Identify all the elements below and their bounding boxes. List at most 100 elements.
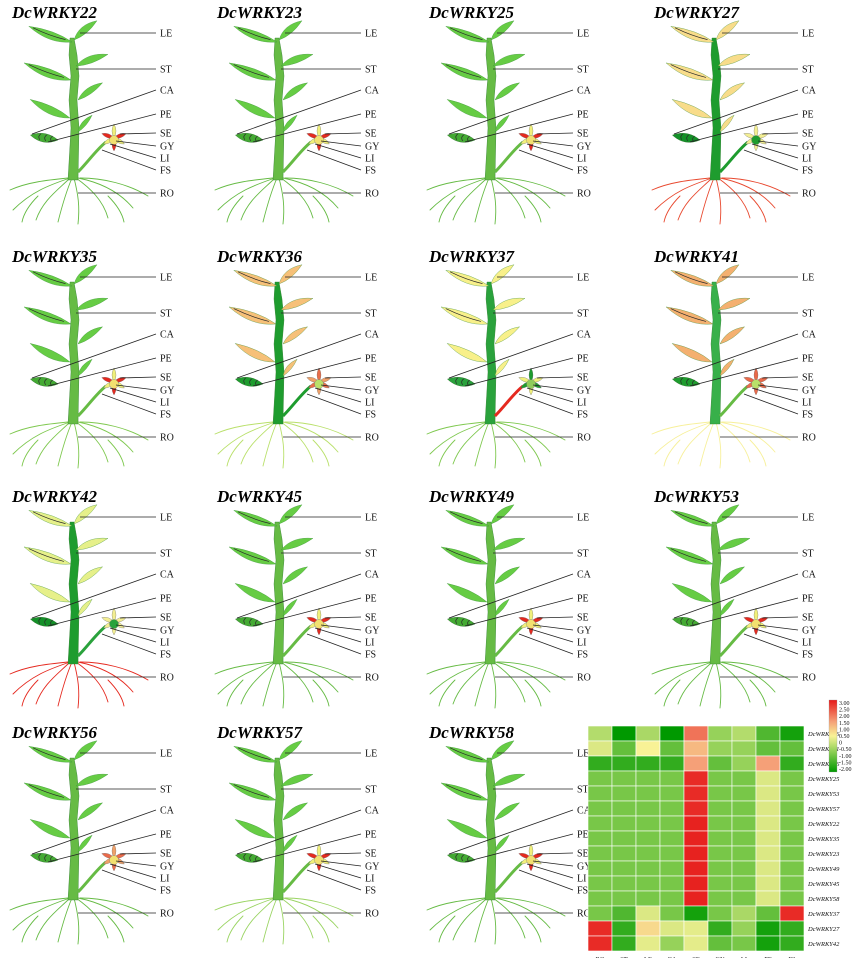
heatmap-cell [755,755,781,772]
organ-label-le: LE [365,513,377,524]
organ-label-st: ST [365,65,377,76]
flower-stalk-shape [76,384,107,418]
leaf-shape [228,306,277,325]
leaf-shape [23,782,72,801]
leaf-shape [77,566,103,585]
leaf-shape [29,99,71,119]
organ-label-ro: RO [160,673,174,684]
heatmap-cell [587,740,613,757]
heatmap-cell [731,860,757,877]
flower-stalk-shape [493,860,524,894]
organ-label-se: SE [577,613,589,624]
heatmap-row-label: DcWRKY53 [807,791,840,798]
colorbar-tick-label: 1.50 [839,721,850,727]
callout-line [31,809,157,855]
heatmap-cell [587,770,613,787]
organ-label-st: ST [160,309,172,320]
callout-line [526,627,574,643]
colorbar-tick-label: -1.50 [839,760,852,766]
stem-shape [272,757,285,901]
leaf-shape [490,504,515,525]
organ-label-gy: GY [577,386,591,397]
callout-line [757,384,799,391]
leaf-shape [440,306,489,325]
organ-label-ca: CA [802,570,817,581]
callout-line [47,113,157,143]
callout-line [751,387,799,403]
leaf-shape [494,82,520,101]
leaf-shape [665,546,714,565]
leaf-shape [77,802,103,821]
leaf-shape [719,326,745,345]
colorbar-tick-label: 3.00 [839,701,850,707]
heatmap-cell [635,890,661,907]
callout-line [526,143,574,159]
callout-line [536,852,574,855]
callout-line [448,809,574,855]
callout-line [31,333,157,379]
leaf-shape [29,819,71,839]
organ-label-fs: FS [577,410,588,421]
heatmap-row-label: DcWRKY45 [807,881,840,888]
colorbar-tick-label: -1.00 [839,754,852,760]
organ-label-pe: PE [802,594,814,605]
callout-line [119,616,157,619]
organ-label-fs: FS [160,650,171,661]
callout-line [109,863,157,879]
organ-label-ro: RO [802,433,816,444]
callout-line [306,633,362,655]
heatmap-cell [635,740,661,757]
organ-label-li: LI [577,154,586,165]
flower-stalk-shape [281,140,312,174]
leaf-shape [29,343,71,363]
leaf-shape [77,834,93,853]
leaf-shape [278,264,303,285]
stem-shape [709,281,722,425]
heatmap-cell [707,740,733,757]
heatmap-cell [683,845,709,862]
organ-label-ca: CA [365,86,380,97]
heatmap-cell [587,815,613,832]
callout-line [324,616,362,619]
leaf-shape [492,773,526,787]
heatmap-row-label: DcWRKY57 [807,806,840,813]
roots-shape [9,421,149,469]
leaf-shape [282,834,298,853]
organ-label-gy: GY [577,862,591,873]
heatmap-cell [683,725,709,742]
heatmap-cell [707,860,733,877]
leaf-shape [278,504,303,525]
heatmap-cell [755,770,781,787]
organ-label-fs: FS [577,166,588,177]
leaf-shape [280,773,314,787]
gene-title: DcWRKY58 [428,723,515,742]
organ-label-st: ST [577,309,589,320]
organ-label-ro: RO [365,909,379,920]
heatmap-cell [755,800,781,817]
callout-line [306,393,362,415]
heatmap-cell [731,935,757,952]
leaf-shape [75,53,109,67]
organ-label-ro: RO [365,189,379,200]
leaf-shape [278,20,303,41]
flower-shape [743,367,769,396]
heatmap-cell [755,725,781,742]
organ-label-ro: RO [577,909,591,920]
organ-label-fs: FS [802,166,813,177]
heatmap-cell [755,920,781,937]
organ-label-ca: CA [577,86,592,97]
callout-line [101,393,157,415]
heatmap-cell [707,905,733,922]
flower-shape [101,367,127,396]
heatmap-cell [611,815,637,832]
heatmap-row-label: DcWRKY36 [807,731,840,738]
heatmap-cell [635,785,661,802]
roots-shape [214,177,354,225]
organ-label-ro: RO [802,189,816,200]
leaf-shape [28,270,73,287]
organ-label-st: ST [365,309,377,320]
organ-label-li: LI [365,154,374,165]
heatmap-cell [635,755,661,772]
organ-label-ca: CA [802,330,817,341]
